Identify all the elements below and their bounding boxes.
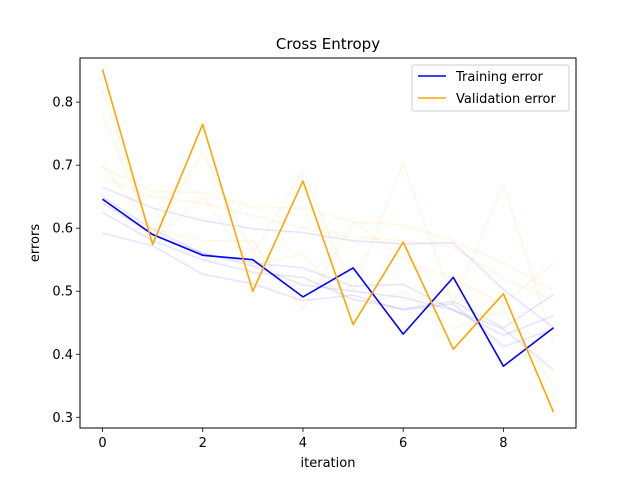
faded-series-line (101, 164, 555, 311)
x-tick-label: 2 (199, 436, 207, 451)
x-axis-label: iteration (301, 456, 356, 471)
x-tick-label: 6 (399, 436, 407, 451)
legend-box (411, 64, 570, 112)
x-tick-label: 4 (299, 436, 307, 451)
y-tick-label: 0.5 (52, 285, 73, 300)
legend: Training error Validation error (411, 64, 570, 112)
x-axis-ticks: 0 2 4 6 8 (98, 428, 507, 451)
y-tick-label: 0.4 (52, 348, 73, 363)
faded-series-line (102, 166, 554, 292)
y-axis-label: errors (28, 224, 43, 262)
y-tick-label: 0.8 (52, 96, 73, 111)
y-tick-label: 0.7 (52, 159, 73, 174)
main-lines-group (101, 69, 555, 413)
faded-series-line (102, 196, 555, 371)
faded-series-line (102, 232, 554, 348)
faded-series-line (102, 211, 554, 329)
plot-frame (79, 57, 577, 429)
y-tick-label: 0.3 (52, 411, 73, 426)
validation-error-line (101, 69, 555, 413)
x-tick-label: 0 (98, 436, 106, 451)
faded-series-line (101, 114, 555, 342)
chart-title: Cross Entropy (276, 35, 380, 53)
faded-series-line (102, 177, 554, 302)
legend-label-training: Training error (455, 70, 544, 85)
x-tick-label: 8 (499, 436, 507, 451)
legend-label-validation: Validation error (456, 92, 556, 107)
faded-series-line (102, 186, 554, 329)
y-axis-ticks: 0.3 0.4 0.5 0.6 0.7 0.8 (52, 96, 80, 426)
y-tick-label: 0.6 (52, 222, 73, 237)
